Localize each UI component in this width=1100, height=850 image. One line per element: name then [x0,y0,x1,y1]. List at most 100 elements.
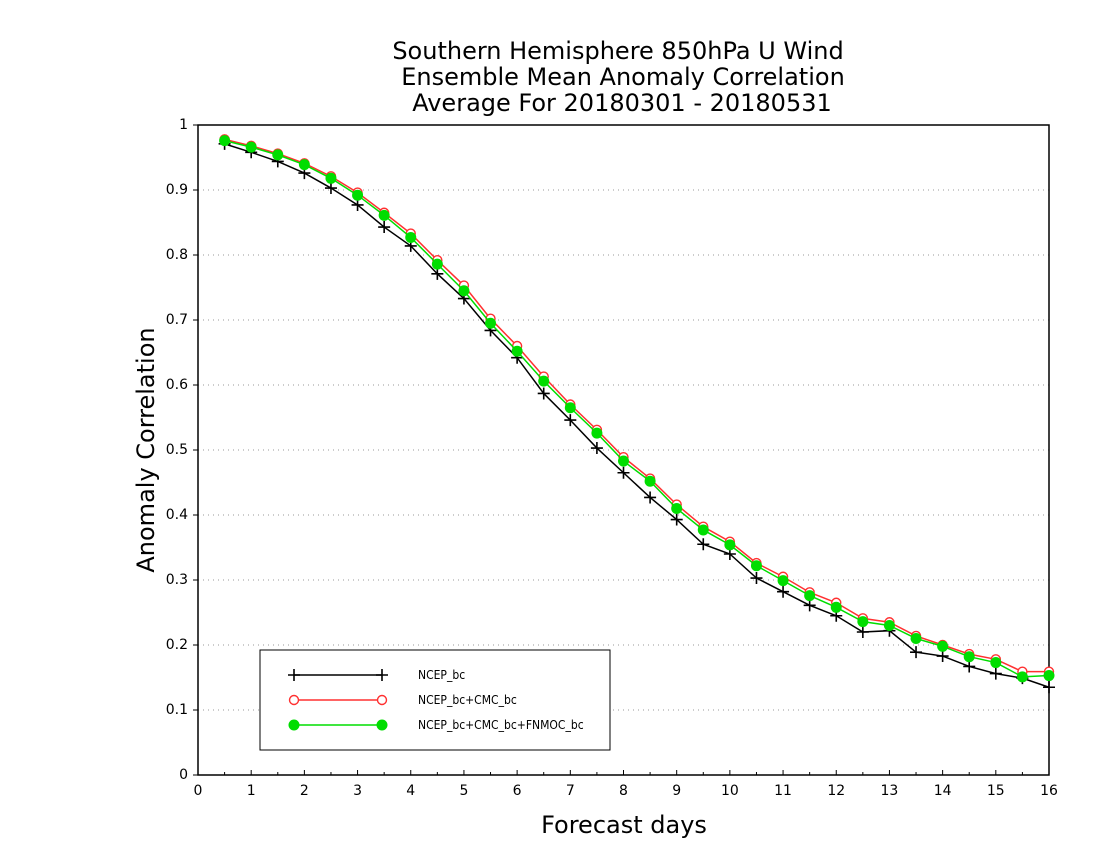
data-point [830,601,842,613]
data-point [724,539,736,551]
data-point [963,651,975,663]
data-point [617,466,630,479]
x-tick-label: 16 [1040,783,1058,799]
data-point [537,387,550,400]
x-tick-label: 8 [619,783,628,799]
y-tick-label: 0.3 [166,572,188,588]
data-point [618,455,629,467]
y-tick-label: 0.1 [166,702,188,718]
y-tick-label: 0 [179,767,188,783]
data-point [376,719,388,731]
legend-entry: NCEP_bc+CMC_bc [288,693,517,707]
y-tick-label: 0.4 [166,507,188,523]
legend: NCEP_bc NCEP_bc+CMC_bc NCEP_bc+CMC_bc+FNMO… [259,649,611,751]
series-2 [219,134,1055,677]
x-tick-label: 0 [194,783,203,799]
legend-label: NCEP_bc [418,668,465,682]
data-point [511,345,523,357]
x-tick-label: 6 [513,783,522,799]
x-tick-label: 13 [881,783,899,799]
data-point [590,442,603,455]
data-point [431,267,444,280]
x-tick-label: 5 [459,783,468,799]
data-point [671,503,683,514]
data-point [272,149,284,161]
data-point [219,135,231,147]
data-point [750,572,763,585]
data-point [564,414,577,427]
data-point [352,189,364,201]
legend-entry: NCEP_bc+CMC_bc+FNMOC_bc [288,718,584,732]
grid [198,189,1049,711]
data-point [376,669,388,681]
series-line [224,138,1049,673]
data-point [538,375,550,387]
data-point [351,198,364,211]
data-point [1043,670,1055,682]
series-1 [218,137,1055,694]
data-point [591,427,603,439]
y-tick-label: 0.5 [166,442,188,458]
y-tick-label: 1 [179,117,188,133]
data-point [990,657,1002,669]
data-point [644,475,656,487]
data-point [431,258,443,270]
data-point [856,626,869,638]
x-axis-title: Forecast days [541,811,707,839]
data-point [883,620,895,631]
series-layer [218,134,1055,694]
y-tick-label: 0.8 [166,247,188,263]
data-point [697,524,709,536]
data-point [644,491,657,504]
x-tick-label: 12 [827,783,845,799]
data-point [485,317,497,329]
data-point [405,231,417,243]
data-point [989,667,1002,680]
data-point [777,585,790,598]
data-point [378,221,391,234]
x-tick-label: 14 [934,783,952,799]
data-point [376,694,388,706]
title-line-1: Southern Hemisphere 850hPa U Wind [392,37,843,65]
data-point [324,182,337,195]
data-point [564,402,576,414]
legend-label: NCEP_bc+CMC_bc [418,693,517,707]
y-tick-label: 0.2 [166,637,188,653]
data-point [750,560,762,572]
series-line [224,139,1050,678]
data-point [1016,671,1028,683]
data-point [697,538,710,551]
data-point [937,640,949,652]
y-tick-label: 0.6 [166,377,188,393]
data-point [910,633,922,644]
series-3 [219,135,1055,683]
data-point [1043,681,1055,694]
x-tick-label: 7 [566,783,575,799]
legend-label: NCEP_bc+CMC_bc+FNMOC_bc [418,718,584,732]
y-axis-title: Anomaly Correlation [132,327,160,572]
x-tick-label: 4 [406,783,415,799]
x-tick-label: 1 [247,783,256,799]
x-tick-label: 10 [721,783,739,799]
data-point [804,590,816,602]
data-point [777,575,789,587]
data-point [458,285,470,297]
data-point [910,646,923,659]
data-point [963,660,976,673]
x-tick-label: 2 [300,783,309,799]
y-tick-label: 0.7 [166,312,188,328]
data-point [288,694,300,706]
title-line-2: Ensemble Mean Anomaly Correlation [401,63,845,91]
data-point [288,719,300,731]
data-point [670,513,683,526]
title-line-3: Average For 20180301 - 20180531 [412,89,832,117]
data-point [378,209,390,221]
data-point [288,669,300,681]
x-tick-label: 15 [987,783,1005,799]
legend-entry: NCEP_bc [288,668,465,682]
x-tick-label: 9 [672,783,681,799]
y-axis: 0 0.1 0.2 0.3 0.4 0.5 0.6 0.7 0.8 0.9 1 [166,117,198,783]
y-tick-label: 0.9 [166,182,188,198]
data-point [245,141,257,153]
